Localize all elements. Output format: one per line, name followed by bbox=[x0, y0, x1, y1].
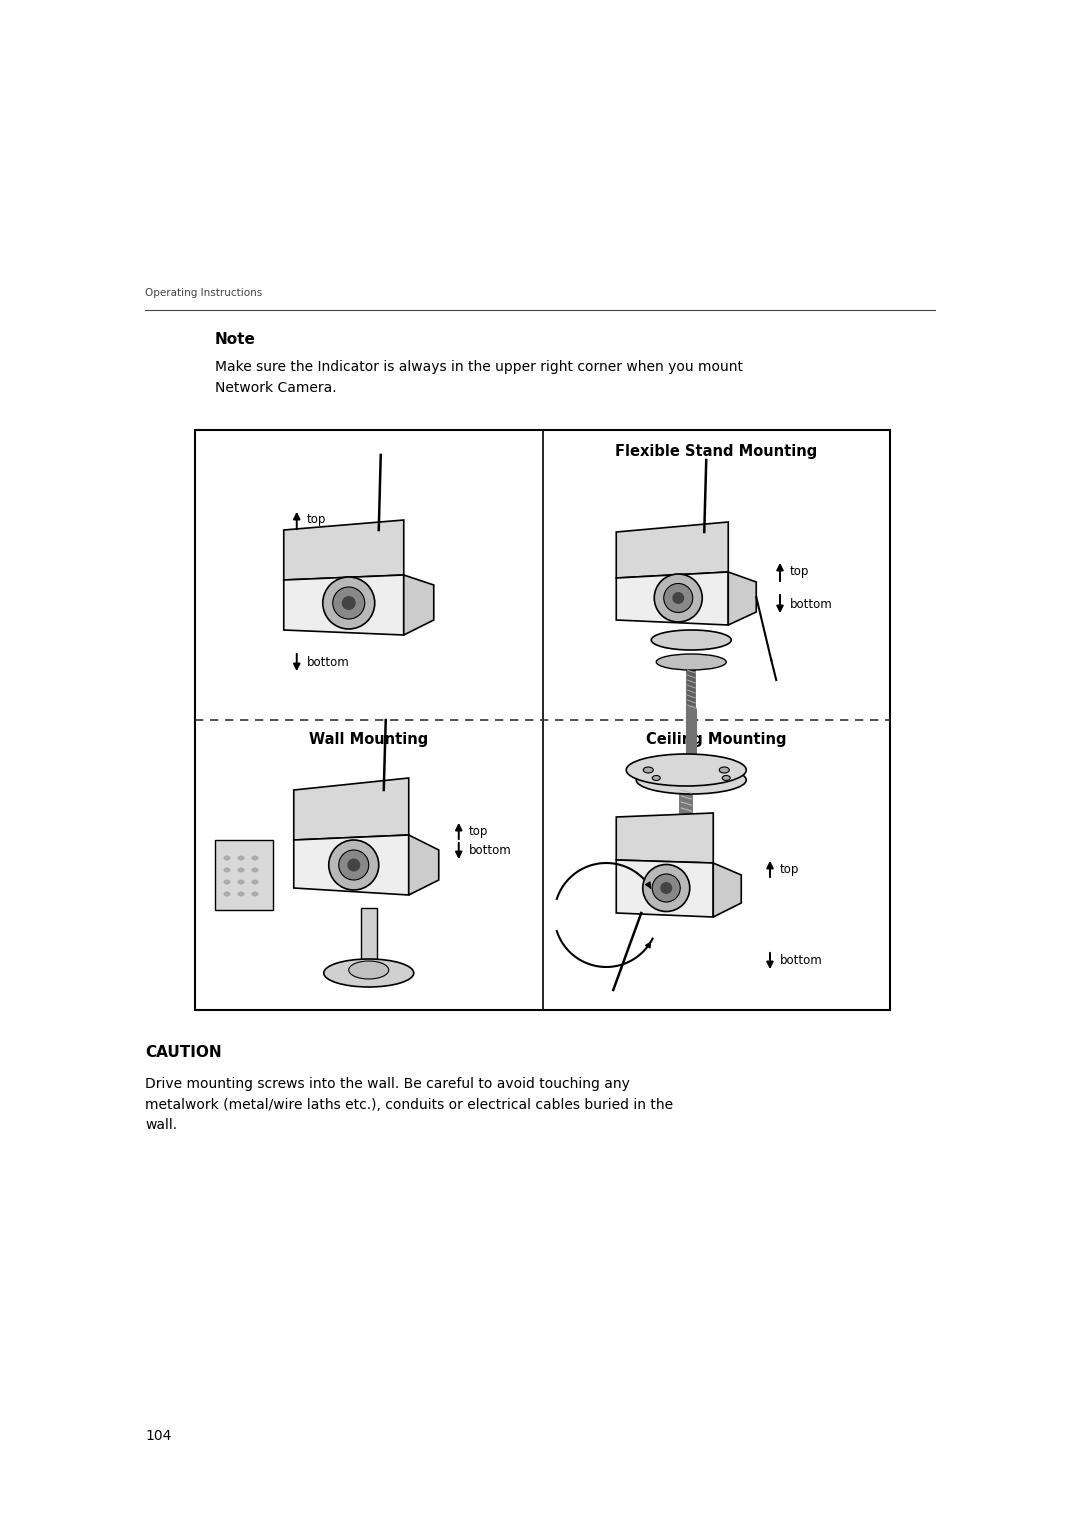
Ellipse shape bbox=[341, 596, 355, 610]
Ellipse shape bbox=[348, 859, 361, 871]
Text: Flexible Stand Mounting: Flexible Stand Mounting bbox=[616, 445, 818, 458]
Polygon shape bbox=[294, 834, 408, 895]
Text: CAUTION: CAUTION bbox=[145, 1045, 221, 1060]
Ellipse shape bbox=[652, 776, 660, 781]
Ellipse shape bbox=[723, 776, 730, 781]
Ellipse shape bbox=[660, 882, 672, 894]
Ellipse shape bbox=[636, 766, 746, 795]
Ellipse shape bbox=[238, 868, 244, 872]
Text: top: top bbox=[789, 565, 809, 579]
Ellipse shape bbox=[644, 767, 653, 773]
Polygon shape bbox=[617, 860, 713, 917]
Ellipse shape bbox=[651, 630, 731, 649]
Ellipse shape bbox=[719, 767, 729, 773]
Ellipse shape bbox=[672, 591, 685, 604]
Polygon shape bbox=[404, 575, 434, 636]
Ellipse shape bbox=[252, 856, 258, 860]
Text: top: top bbox=[307, 513, 326, 527]
Ellipse shape bbox=[657, 654, 726, 669]
Text: Note: Note bbox=[215, 332, 256, 347]
Ellipse shape bbox=[349, 961, 389, 979]
Ellipse shape bbox=[654, 575, 702, 622]
Polygon shape bbox=[294, 778, 408, 840]
Ellipse shape bbox=[238, 891, 244, 897]
Bar bbox=[215, 840, 273, 911]
Ellipse shape bbox=[324, 960, 414, 987]
Polygon shape bbox=[361, 908, 377, 969]
Ellipse shape bbox=[652, 874, 680, 902]
Polygon shape bbox=[713, 863, 741, 917]
Text: bottom: bottom bbox=[307, 657, 350, 669]
Bar bbox=[195, 429, 890, 1010]
Polygon shape bbox=[728, 571, 756, 625]
Ellipse shape bbox=[643, 865, 690, 912]
Polygon shape bbox=[284, 520, 404, 581]
Text: bottom: bottom bbox=[469, 845, 512, 857]
Text: Make sure the Indicator is always in the upper right corner when you mount
Netwo: Make sure the Indicator is always in the… bbox=[215, 361, 743, 394]
Text: bottom: bottom bbox=[789, 597, 833, 611]
Ellipse shape bbox=[238, 880, 244, 885]
Polygon shape bbox=[617, 571, 728, 625]
Polygon shape bbox=[408, 834, 438, 895]
Text: 104: 104 bbox=[145, 1429, 172, 1442]
Text: top: top bbox=[469, 825, 488, 839]
Text: bottom: bottom bbox=[780, 953, 823, 967]
Ellipse shape bbox=[626, 753, 746, 785]
Polygon shape bbox=[284, 575, 404, 636]
Ellipse shape bbox=[238, 856, 244, 860]
Text: Drive mounting screws into the wall. Be careful to avoid touching any
metalwork : Drive mounting screws into the wall. Be … bbox=[145, 1077, 673, 1132]
Text: Wall Mounting: Wall Mounting bbox=[309, 732, 429, 747]
Ellipse shape bbox=[323, 578, 375, 630]
Polygon shape bbox=[617, 523, 728, 578]
Ellipse shape bbox=[328, 840, 379, 889]
Ellipse shape bbox=[664, 584, 692, 613]
Ellipse shape bbox=[339, 850, 368, 880]
Ellipse shape bbox=[252, 868, 258, 872]
Ellipse shape bbox=[224, 868, 230, 872]
Ellipse shape bbox=[333, 587, 365, 619]
Polygon shape bbox=[617, 813, 713, 863]
Text: Operating Instructions: Operating Instructions bbox=[145, 287, 262, 298]
Ellipse shape bbox=[224, 880, 230, 885]
Ellipse shape bbox=[252, 891, 258, 897]
Text: top: top bbox=[780, 863, 799, 877]
Text: Ceiling Mounting: Ceiling Mounting bbox=[646, 732, 786, 747]
Ellipse shape bbox=[224, 891, 230, 897]
Ellipse shape bbox=[252, 880, 258, 885]
Ellipse shape bbox=[224, 856, 230, 860]
